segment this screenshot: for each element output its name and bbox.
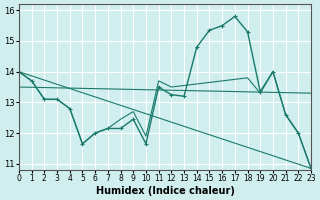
X-axis label: Humidex (Indice chaleur): Humidex (Indice chaleur) [96, 186, 235, 196]
